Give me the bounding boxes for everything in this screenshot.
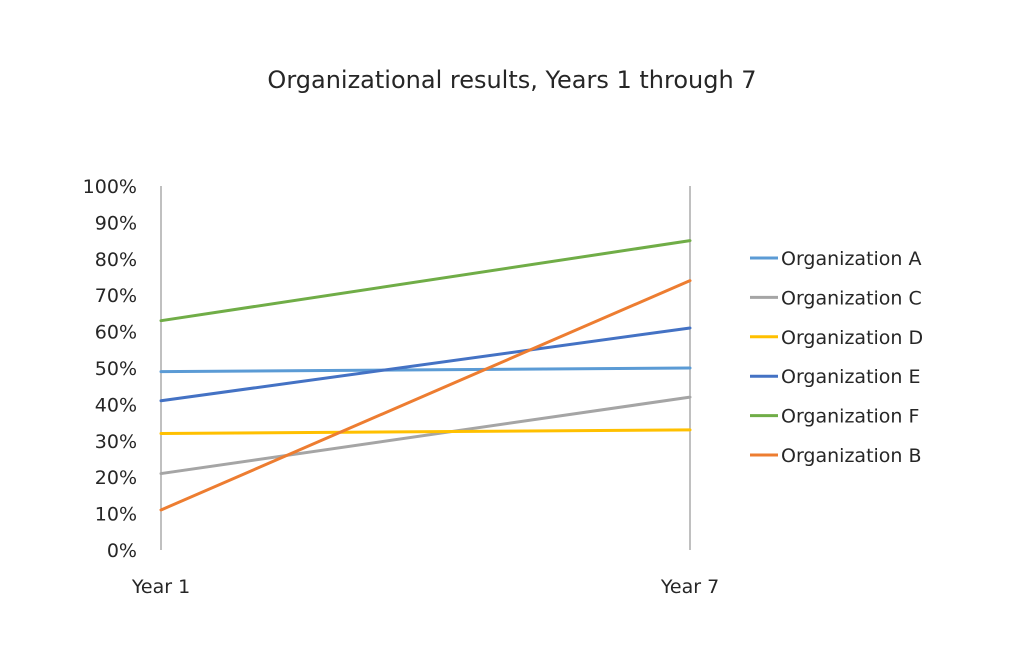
- y-tick-label: 70%: [95, 285, 137, 307]
- y-tick-label: 0%: [107, 540, 137, 562]
- legend-label: Organization E: [781, 366, 921, 388]
- series-line-organization-c: [159, 395, 692, 476]
- y-tick-label: 60%: [95, 322, 137, 344]
- legend-item: Organization E: [750, 366, 921, 388]
- y-tick-label: 30%: [95, 431, 137, 453]
- legend-label: Organization D: [781, 327, 923, 349]
- y-tick-label: 40%: [95, 394, 137, 416]
- legend-item: Organization A: [750, 248, 922, 270]
- x-tick-label: Year 1: [131, 576, 190, 598]
- series-line-organization-d: [159, 428, 692, 436]
- legend-label: Organization F: [781, 406, 919, 428]
- legend-item: Organization F: [750, 406, 919, 428]
- x-axis-tick-labels: Year 1 Year 7: [131, 576, 719, 598]
- series-line-organization-e: [159, 326, 692, 403]
- series-line-organization-b: [159, 279, 692, 512]
- y-tick-label: 80%: [95, 249, 137, 271]
- legend: Organization A Organization C Organization…: [750, 248, 923, 467]
- series-line-organization-a: [159, 366, 692, 374]
- y-tick-label: 100%: [83, 176, 137, 198]
- legend-label: Organization A: [781, 248, 922, 270]
- series-line-organization-f: [159, 239, 692, 323]
- legend-item: Organization C: [750, 287, 922, 309]
- legend-label: Organization C: [781, 287, 922, 309]
- x-tick-label: Year 7: [660, 576, 719, 598]
- chart-title: Organizational results, Years 1 through …: [267, 66, 756, 94]
- legend-item: Organization D: [750, 327, 923, 349]
- legend-label: Organization B: [781, 445, 922, 467]
- y-axis-tick-labels: 0% 10% 20% 30% 40% 50% 60% 70% 80% 90% 100%: [83, 176, 137, 562]
- y-tick-label: 10%: [95, 504, 137, 526]
- y-tick-label: 90%: [95, 212, 137, 234]
- y-tick-label: 20%: [95, 467, 137, 489]
- legend-item: Organization B: [750, 445, 922, 467]
- series-lines: [159, 239, 692, 512]
- y-tick-label: 50%: [95, 358, 137, 380]
